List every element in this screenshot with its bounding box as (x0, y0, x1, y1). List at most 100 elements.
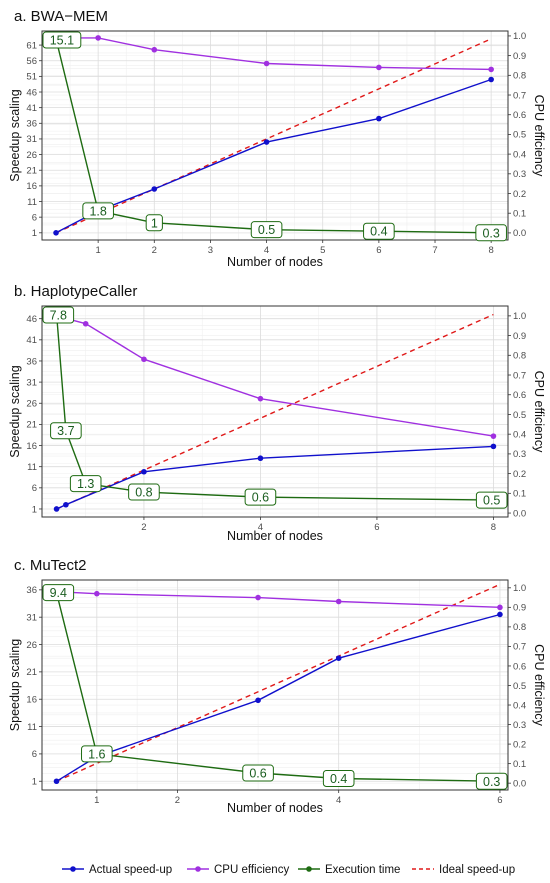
y2-tick-label: 0.5 (513, 410, 526, 421)
series-time: 7.8 3.7 1.3 0.8 0.6 0.5 (42, 306, 508, 509)
plot-border (41, 579, 509, 791)
execution-time-label-box (250, 221, 283, 239)
speedup-point (255, 697, 261, 704)
y2-tick-label: 0.9 (513, 331, 526, 342)
legend: Actual speed-up CPU efficiency Execution t… (62, 864, 515, 876)
execution-time-label-box (244, 488, 277, 506)
efficiency-point (151, 46, 158, 53)
legend-swatch-point (195, 866, 201, 872)
execution-time-label-box (475, 224, 507, 242)
execution-time-label: 0.3 (475, 224, 507, 242)
legend-label: Ideal speed-up (439, 864, 515, 876)
speedup-point (141, 468, 147, 475)
ideal-speedup-line (56, 313, 494, 510)
execution-time-label-box (363, 222, 395, 240)
series-time: 15.1 1.8 1 0.5 0.4 0.3 (42, 31, 507, 242)
legend-item-execution-time: Execution time (298, 864, 400, 876)
series-efficiency (53, 313, 497, 439)
execution-time-label-box (69, 475, 102, 493)
y-tick-label: 51 (26, 72, 37, 83)
y2-tick-label: 0.2 (513, 189, 526, 200)
chart-title: b. HaplotypeCaller (14, 283, 137, 300)
y2-tick-label: 0.6 (513, 110, 526, 121)
y-tick-label: 46 (26, 87, 37, 98)
execution-time-label-box (81, 745, 113, 763)
execution-time-label: 1.8 (82, 202, 114, 220)
y2-tick-label: 0.3 (513, 720, 526, 731)
series-speedup (53, 443, 497, 512)
efficiency-line (56, 315, 494, 437)
execution-time-label-text: 3.7 (57, 424, 74, 438)
y2-tick-label: 1.0 (513, 311, 526, 322)
x-axis-title: Number of nodes (227, 255, 323, 269)
y2-tick-label: 0.0 (513, 508, 526, 519)
efficiency-point (141, 356, 147, 363)
x-tick-label: 2 (152, 245, 157, 256)
execution-time-label: 0.4 (363, 222, 395, 240)
time-line (55, 38, 492, 234)
ideal-speedup-line (56, 583, 501, 782)
execution-time-label-box (42, 584, 75, 602)
y-axis-title: Speedup scaling (8, 639, 22, 731)
efficiency-point (376, 64, 382, 71)
execution-time-label-text: 0.3 (483, 775, 500, 789)
y2-tick-label: 0.9 (513, 603, 526, 614)
execution-time-label-text: 0.5 (483, 494, 500, 508)
y-tick-label: 6 (32, 212, 37, 223)
series-speedup (53, 76, 494, 236)
y2-tick-label: 0.4 (513, 700, 526, 711)
execution-time-label-box (42, 306, 75, 324)
x-tick-label: 6 (497, 795, 502, 806)
speedup-point (488, 76, 494, 83)
execution-time-label: 1.3 (69, 475, 102, 493)
execution-time-label: 15.1 (42, 31, 82, 49)
y2-tick-label: 0.7 (513, 642, 526, 653)
execution-time-label-text: 9.4 (50, 586, 67, 600)
y-tick-label: 21 (26, 420, 37, 431)
efficiency-line (56, 37, 492, 71)
execution-time-label-text: 0.6 (249, 767, 266, 781)
y2-tick-label: 1.0 (513, 31, 526, 42)
execution-time-label: 3.7 (50, 422, 82, 440)
efficiency-point (94, 590, 100, 597)
legend-label: Actual speed-up (89, 864, 172, 876)
y-axis-title: Speedup scaling (8, 89, 22, 181)
x-tick-label: 2 (141, 522, 146, 533)
execution-time-label-box (475, 772, 508, 790)
efficiency-point (257, 395, 264, 402)
speedup-point (497, 611, 503, 618)
execution-time-label-text: 1.3 (77, 477, 94, 491)
x-tick-label: 6 (376, 245, 381, 256)
x-tick-label: 1 (95, 245, 100, 256)
execution-time-label-text: 0.4 (330, 772, 347, 786)
legend-swatch-point (306, 866, 312, 872)
speedup-line (55, 78, 492, 234)
execution-time-label-text: 15.1 (50, 34, 74, 48)
x-tick-label: 4 (336, 795, 341, 806)
chart-panel-3: c. MuTect2161116212631360.00.10.20.30.40… (8, 557, 546, 815)
x-tick-label: 4 (264, 245, 269, 256)
y-tick-label: 11 (27, 197, 37, 208)
y-tick-label: 41 (26, 103, 37, 114)
y-tick-label: 46 (26, 314, 37, 325)
speedup-point (63, 501, 69, 508)
execution-time-label-box (42, 31, 82, 49)
execution-time-label-text: 0.6 (252, 491, 269, 505)
y2-tick-label: 0.8 (513, 351, 526, 362)
execution-time-label: 0.8 (128, 483, 160, 501)
y2-tick-label: 0.3 (513, 169, 526, 180)
speedup-line (56, 613, 501, 782)
y-tick-label: 11 (27, 722, 37, 733)
execution-time-label-text: 0.5 (258, 223, 275, 237)
execution-time-label-box (242, 764, 274, 782)
x-tick-label: 2 (175, 795, 180, 806)
y-tick-label: 31 (26, 134, 37, 145)
y2-tick-label: 0.7 (513, 90, 526, 101)
plot-border (41, 30, 509, 241)
legend-label: CPU efficiency (214, 864, 289, 876)
legend-item-actual-speed-up: Actual speed-up (62, 864, 172, 876)
series-ideal (56, 583, 501, 782)
execution-time-label: 0.5 (250, 221, 283, 239)
series-ideal (56, 313, 494, 510)
y-tick-label: 1 (32, 777, 37, 788)
